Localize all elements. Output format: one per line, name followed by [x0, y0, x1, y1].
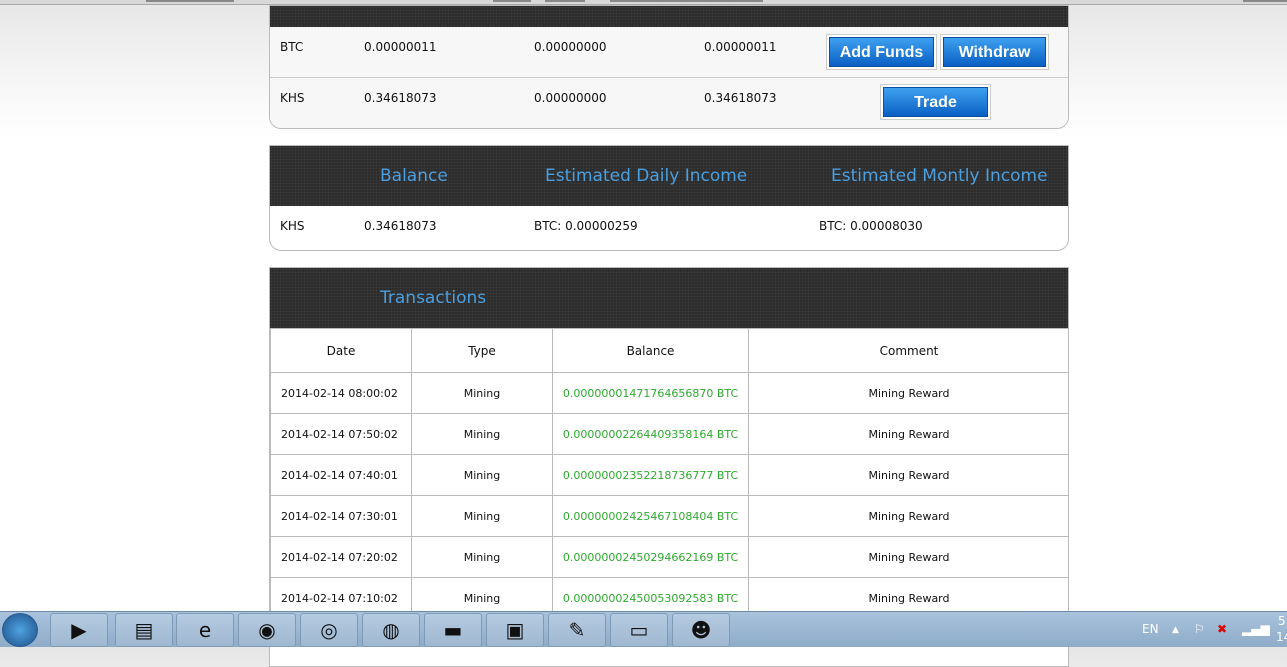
- comment-cell: Mining Reward: [748, 413, 1068, 455]
- messenger-icon[interactable]: ☻: [672, 613, 730, 647]
- firefox-icon[interactable]: ◉: [238, 613, 296, 647]
- type-cell: Mining: [411, 413, 553, 455]
- type-cell: Mining: [411, 536, 553, 578]
- trade-label: Trade: [883, 87, 988, 117]
- transactions-table: Date Type Balance Comment 2014-02-14 08:…: [270, 328, 1068, 619]
- remote-desktop-icon[interactable]: ▭: [610, 613, 668, 647]
- available: 0.00000011: [704, 40, 777, 54]
- command-prompt-icon[interactable]: ▬: [424, 613, 482, 647]
- income-header: Balance Estimated Daily Income Estimated…: [270, 146, 1068, 206]
- date-header: Date: [270, 328, 412, 373]
- wallet-row-btc: BTC 0.00000011 0.00000000 0.00000011 Add…: [270, 27, 1068, 78]
- wallet-row-khs: KHS 0.34618073 0.00000000 0.34618073 Tra…: [270, 78, 1068, 128]
- daily-income-header: Estimated Daily Income: [545, 166, 748, 186]
- table-header-row: Date Type Balance Comment: [270, 328, 1068, 373]
- withdraw-button[interactable]: Withdraw: [940, 34, 1049, 70]
- income-row: KHS 0.34618073 BTC: 0.00000259 BTC: 0.00…: [270, 206, 1068, 250]
- power-plug-icon[interactable]: ✖: [1217, 622, 1228, 636]
- bal-cell: 0.00000002264409358164 BTC: [552, 413, 749, 455]
- trade-button[interactable]: Trade: [880, 84, 991, 120]
- wallet-header: [270, 6, 1068, 27]
- comment-cell: Mining Reward: [748, 454, 1068, 496]
- bal-cell: 0.00000002352218736777 BTC: [552, 454, 749, 496]
- balance: 0.00000011: [364, 40, 437, 54]
- bal-cell: 0.00000001471764656870 BTC: [552, 372, 749, 414]
- add-funds-label: Add Funds: [829, 37, 934, 67]
- withdraw-label: Withdraw: [943, 37, 1046, 67]
- transactions-header: Transactions: [270, 268, 1068, 328]
- transactions-panel: Transactions Date Type Balance Comment 2…: [269, 267, 1069, 667]
- table-row: 2014-02-14 08:00:02 Mining 0.0000000147176…: [270, 372, 1068, 414]
- balance: 0.34618073: [364, 91, 437, 105]
- comment-cell: Mining Reward: [748, 372, 1068, 414]
- network-signal-icon[interactable]: ▂▄▆: [1242, 622, 1270, 636]
- comment-cell: Mining Reward: [748, 495, 1068, 537]
- wallet-panel: BTC 0.00000011 0.00000000 0.00000011 Add…: [269, 5, 1069, 129]
- currency: BTC: [280, 40, 304, 54]
- date-cell: 2014-02-14 07:30:01: [270, 495, 412, 537]
- bal-cell: 0.00000002450294662169 BTC: [552, 536, 749, 578]
- date-cell: 2014-02-14 07:50:02: [270, 413, 412, 455]
- currency: KHS: [280, 219, 305, 233]
- add-funds-button[interactable]: Add Funds: [826, 34, 937, 70]
- chrome-icon[interactable]: ◎: [300, 613, 358, 647]
- type-cell: Mining: [411, 372, 553, 414]
- network-globe-icon[interactable]: ◍: [362, 613, 420, 647]
- type-cell: Mining: [411, 454, 553, 496]
- internet-explorer-icon[interactable]: e: [176, 613, 234, 647]
- notepad-icon[interactable]: ✎: [548, 613, 606, 647]
- date-cell: 2014-02-14 08:00:02: [270, 372, 412, 414]
- comment-cell: Mining Reward: [748, 536, 1068, 578]
- table-row: 2014-02-14 07:20:02 Mining 0.0000000245029…: [270, 536, 1068, 578]
- media-player-icon[interactable]: ▶: [50, 613, 108, 647]
- balance-header: Balance: [552, 328, 749, 373]
- language-indicator[interactable]: EN: [1142, 622, 1159, 636]
- monthly-income: BTC: 0.00008030: [819, 219, 923, 233]
- date-cell: 2014-02-14 07:20:02: [270, 536, 412, 578]
- held: 0.00000000: [534, 40, 607, 54]
- balance-header: Balance: [380, 166, 448, 186]
- held: 0.00000000: [534, 91, 607, 105]
- income-panel: Balance Estimated Daily Income Estimated…: [269, 145, 1069, 251]
- comment-header: Comment: [748, 328, 1068, 373]
- file-explorer-icon[interactable]: ▤: [115, 613, 173, 647]
- transactions-title: Transactions: [380, 288, 487, 308]
- show-hidden-icons[interactable]: ▲: [1172, 625, 1179, 635]
- clock-date[interactable]: 14: [1276, 630, 1287, 644]
- bal-cell: 0.00000002425467108404 BTC: [552, 495, 749, 537]
- table-row: 2014-02-14 07:40:01 Mining 0.0000000235221…: [270, 454, 1068, 496]
- start-button[interactable]: [2, 613, 38, 647]
- balance: 0.34618073: [364, 219, 437, 233]
- monthly-income-header: Estimated Montly Income: [831, 166, 1048, 186]
- action-center-flag-icon[interactable]: ⚐: [1194, 622, 1205, 636]
- currency: KHS: [280, 91, 305, 105]
- windows-taskbar: ▶▤e◉◎◍▬▣✎▭☻ EN ▲ ⚐ ✖ ▂▄▆ 5 14: [0, 611, 1287, 647]
- daily-income: BTC: 0.00000259: [534, 219, 638, 233]
- clock-time[interactable]: 5: [1278, 614, 1286, 628]
- type-cell: Mining: [411, 495, 553, 537]
- table-row: 2014-02-14 07:30:01 Mining 0.0000000242546…: [270, 495, 1068, 537]
- window-app-icon[interactable]: ▣: [486, 613, 544, 647]
- available: 0.34618073: [704, 91, 777, 105]
- browser-top-edge: [0, 0, 1287, 5]
- date-cell: 2014-02-14 07:40:01: [270, 454, 412, 496]
- type-header: Type: [411, 328, 553, 373]
- table-row: 2014-02-14 07:50:02 Mining 0.0000000226440…: [270, 413, 1068, 455]
